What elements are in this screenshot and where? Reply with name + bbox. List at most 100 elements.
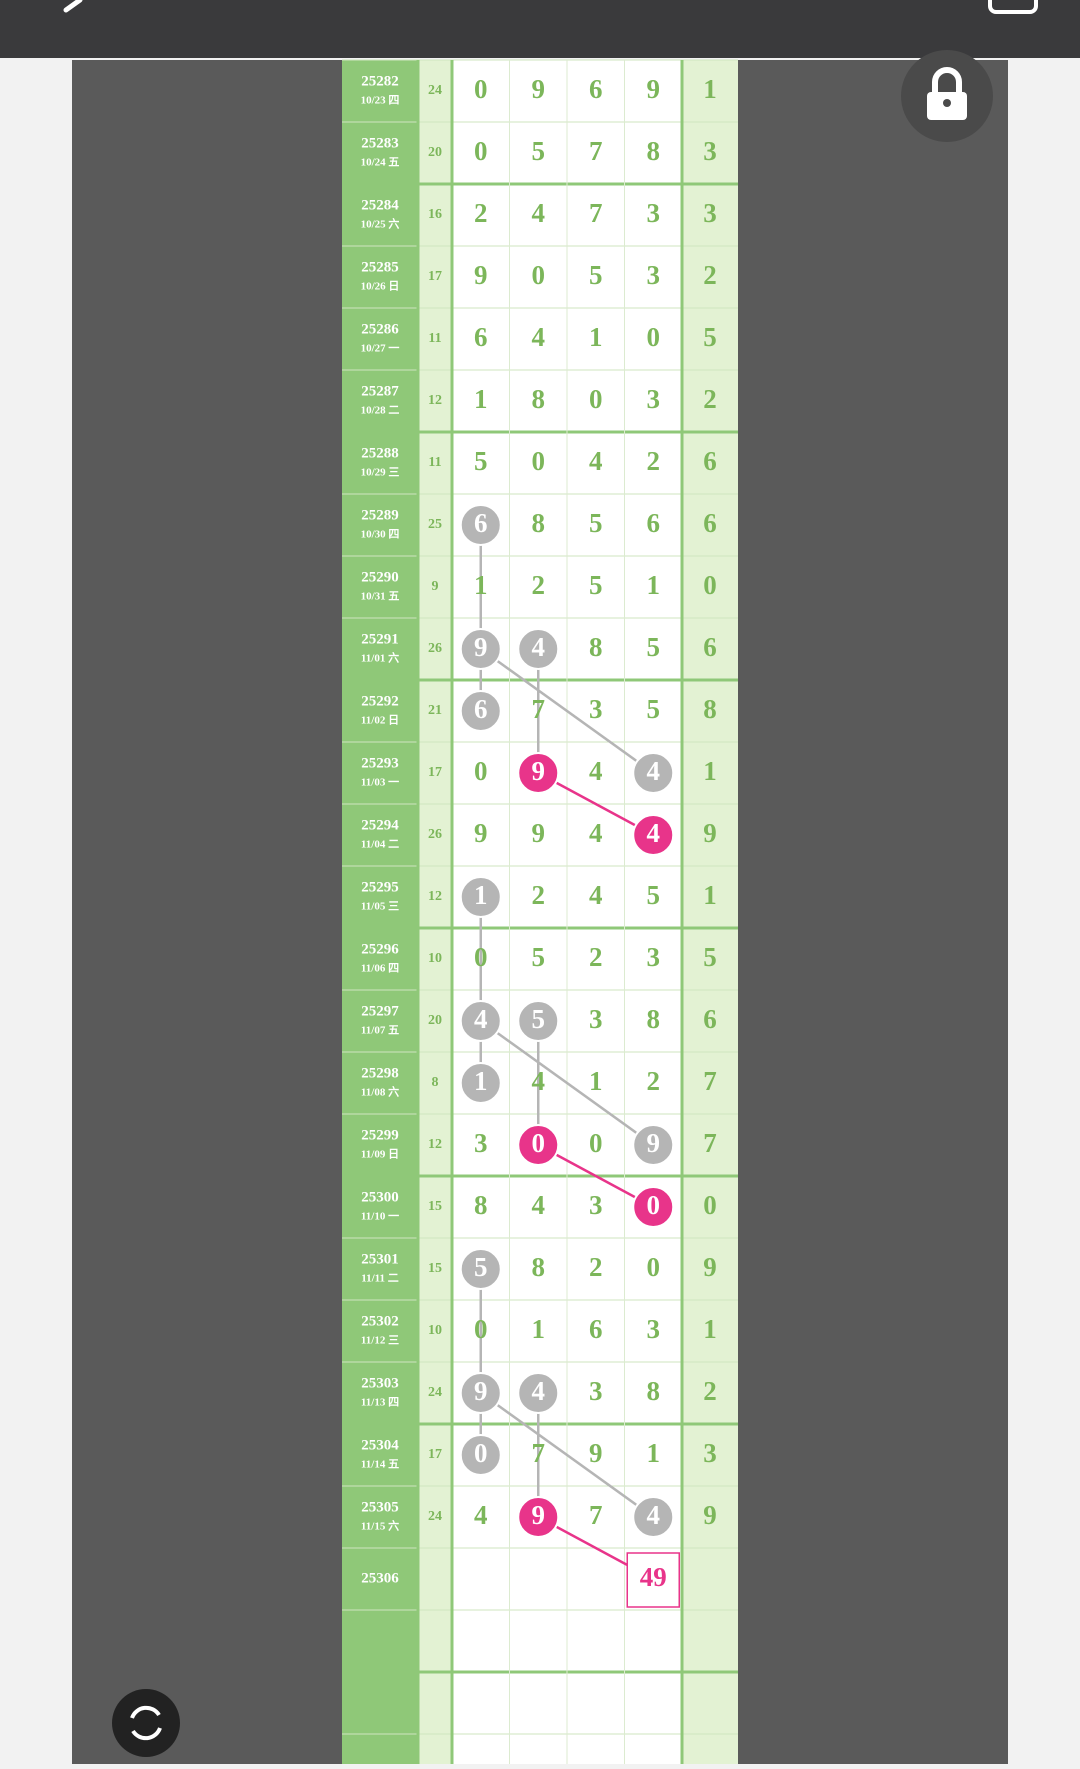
date: 11/01 六 <box>361 651 399 665</box>
digit: 8 <box>532 508 546 538</box>
back-button[interactable] <box>63 0 83 13</box>
digit: 7 <box>589 1500 603 1530</box>
digit: 5 <box>474 1252 488 1282</box>
last-digit: 7 <box>703 1066 717 1096</box>
date: 10/25 六 <box>361 217 400 231</box>
date: 11/04 二 <box>361 839 399 851</box>
rotate-button[interactable] <box>112 1689 180 1757</box>
connector <box>480 1391 654 1519</box>
digit: 6 <box>589 74 603 104</box>
last-digit: 5 <box>703 942 717 972</box>
last-digit: 8 <box>703 694 717 724</box>
gray-circle <box>459 1434 502 1476</box>
issue: 25289 <box>361 507 399 523</box>
date: 10/28 二 <box>361 405 400 417</box>
digit: 1 <box>474 1066 488 1096</box>
digit: 6 <box>474 694 488 724</box>
sum: 17 <box>428 765 442 780</box>
digit: 0 <box>474 1314 488 1344</box>
digit: 3 <box>589 1190 603 1220</box>
digit: 8 <box>589 632 603 662</box>
connector <box>480 647 654 775</box>
sum: 12 <box>428 889 442 904</box>
gray-circle <box>632 1124 675 1166</box>
digit: 4 <box>647 756 661 786</box>
issue: 25295 <box>361 879 399 895</box>
digit: 0 <box>589 384 603 414</box>
issue: 25292 <box>361 693 399 709</box>
issue-column <box>342 60 418 1764</box>
gray-circle <box>632 1496 675 1538</box>
digit: 5 <box>589 508 603 538</box>
menu-icon[interactable] <box>988 0 1038 14</box>
pink-circle <box>517 1124 560 1166</box>
date: 11/03 一 <box>361 777 399 789</box>
date: 11/06 四 <box>361 962 399 975</box>
digit: 9 <box>532 74 546 104</box>
issue: 25300 <box>361 1189 399 1205</box>
sum: 11 <box>428 331 441 346</box>
digit: 0 <box>474 942 488 972</box>
issue: 25285 <box>361 259 399 275</box>
date: 11/15 六 <box>361 1519 399 1533</box>
digit: 7 <box>532 694 546 724</box>
issue: 25299 <box>361 1127 399 1143</box>
pink-circle <box>632 814 675 856</box>
digit: 6 <box>647 508 661 538</box>
issue: 25294 <box>361 817 399 833</box>
digit: 2 <box>589 1252 603 1282</box>
last-digit: 6 <box>703 1004 717 1034</box>
digit: 0 <box>647 322 661 352</box>
issue: 25288 <box>361 445 399 461</box>
last-digit: 0 <box>703 570 717 600</box>
digit: 5 <box>589 260 603 290</box>
sum: 25 <box>428 517 442 532</box>
last-digit: 7 <box>703 1128 717 1158</box>
digit: 0 <box>532 1128 546 1158</box>
date: 11/11 二 <box>361 1273 399 1285</box>
digit: 0 <box>589 1128 603 1158</box>
issue: 25305 <box>361 1499 399 1515</box>
digit: 8 <box>474 1190 488 1220</box>
sum: 10 <box>428 951 442 966</box>
prediction-box <box>626 1552 680 1608</box>
pink-circle <box>517 1496 560 1538</box>
rotate-bg <box>112 1689 180 1757</box>
digit: 1 <box>474 384 488 414</box>
digit: 1 <box>589 322 603 352</box>
digit: 5 <box>474 446 488 476</box>
last-digit: 9 <box>703 818 717 848</box>
sum: 12 <box>428 1137 442 1152</box>
digit: 6 <box>474 508 488 538</box>
grid <box>342 59 738 1764</box>
sum: 9 <box>432 579 439 594</box>
last-digit: 2 <box>703 260 717 290</box>
digit: 6 <box>474 322 488 352</box>
digit: 8 <box>647 136 661 166</box>
issue: 25283 <box>361 135 399 151</box>
issue: 25306 <box>361 1570 399 1586</box>
date: 11/05 三 <box>361 900 399 913</box>
digit: 4 <box>589 446 603 476</box>
digit: 0 <box>532 446 546 476</box>
digit: 1 <box>647 570 661 600</box>
digit: 0 <box>532 260 546 290</box>
gray-circle <box>459 1248 502 1290</box>
date: 11/09 日 <box>361 1148 399 1161</box>
date: 10/31 五 <box>361 590 400 603</box>
sum: 11 <box>428 455 441 470</box>
top-bar <box>0 0 1080 58</box>
date: 10/24 五 <box>361 156 400 169</box>
digit: 9 <box>647 74 661 104</box>
digit: 4 <box>532 1066 546 1096</box>
digit: 0 <box>647 1190 661 1220</box>
lock-button[interactable] <box>901 50 993 142</box>
last-digit: 1 <box>703 1314 717 1344</box>
digit: 3 <box>589 1004 603 1034</box>
prediction: 49 <box>640 1562 667 1592</box>
sum: 15 <box>428 1261 442 1276</box>
digit: 5 <box>647 694 661 724</box>
digit: 2 <box>474 198 488 228</box>
digit: 4 <box>532 322 546 352</box>
